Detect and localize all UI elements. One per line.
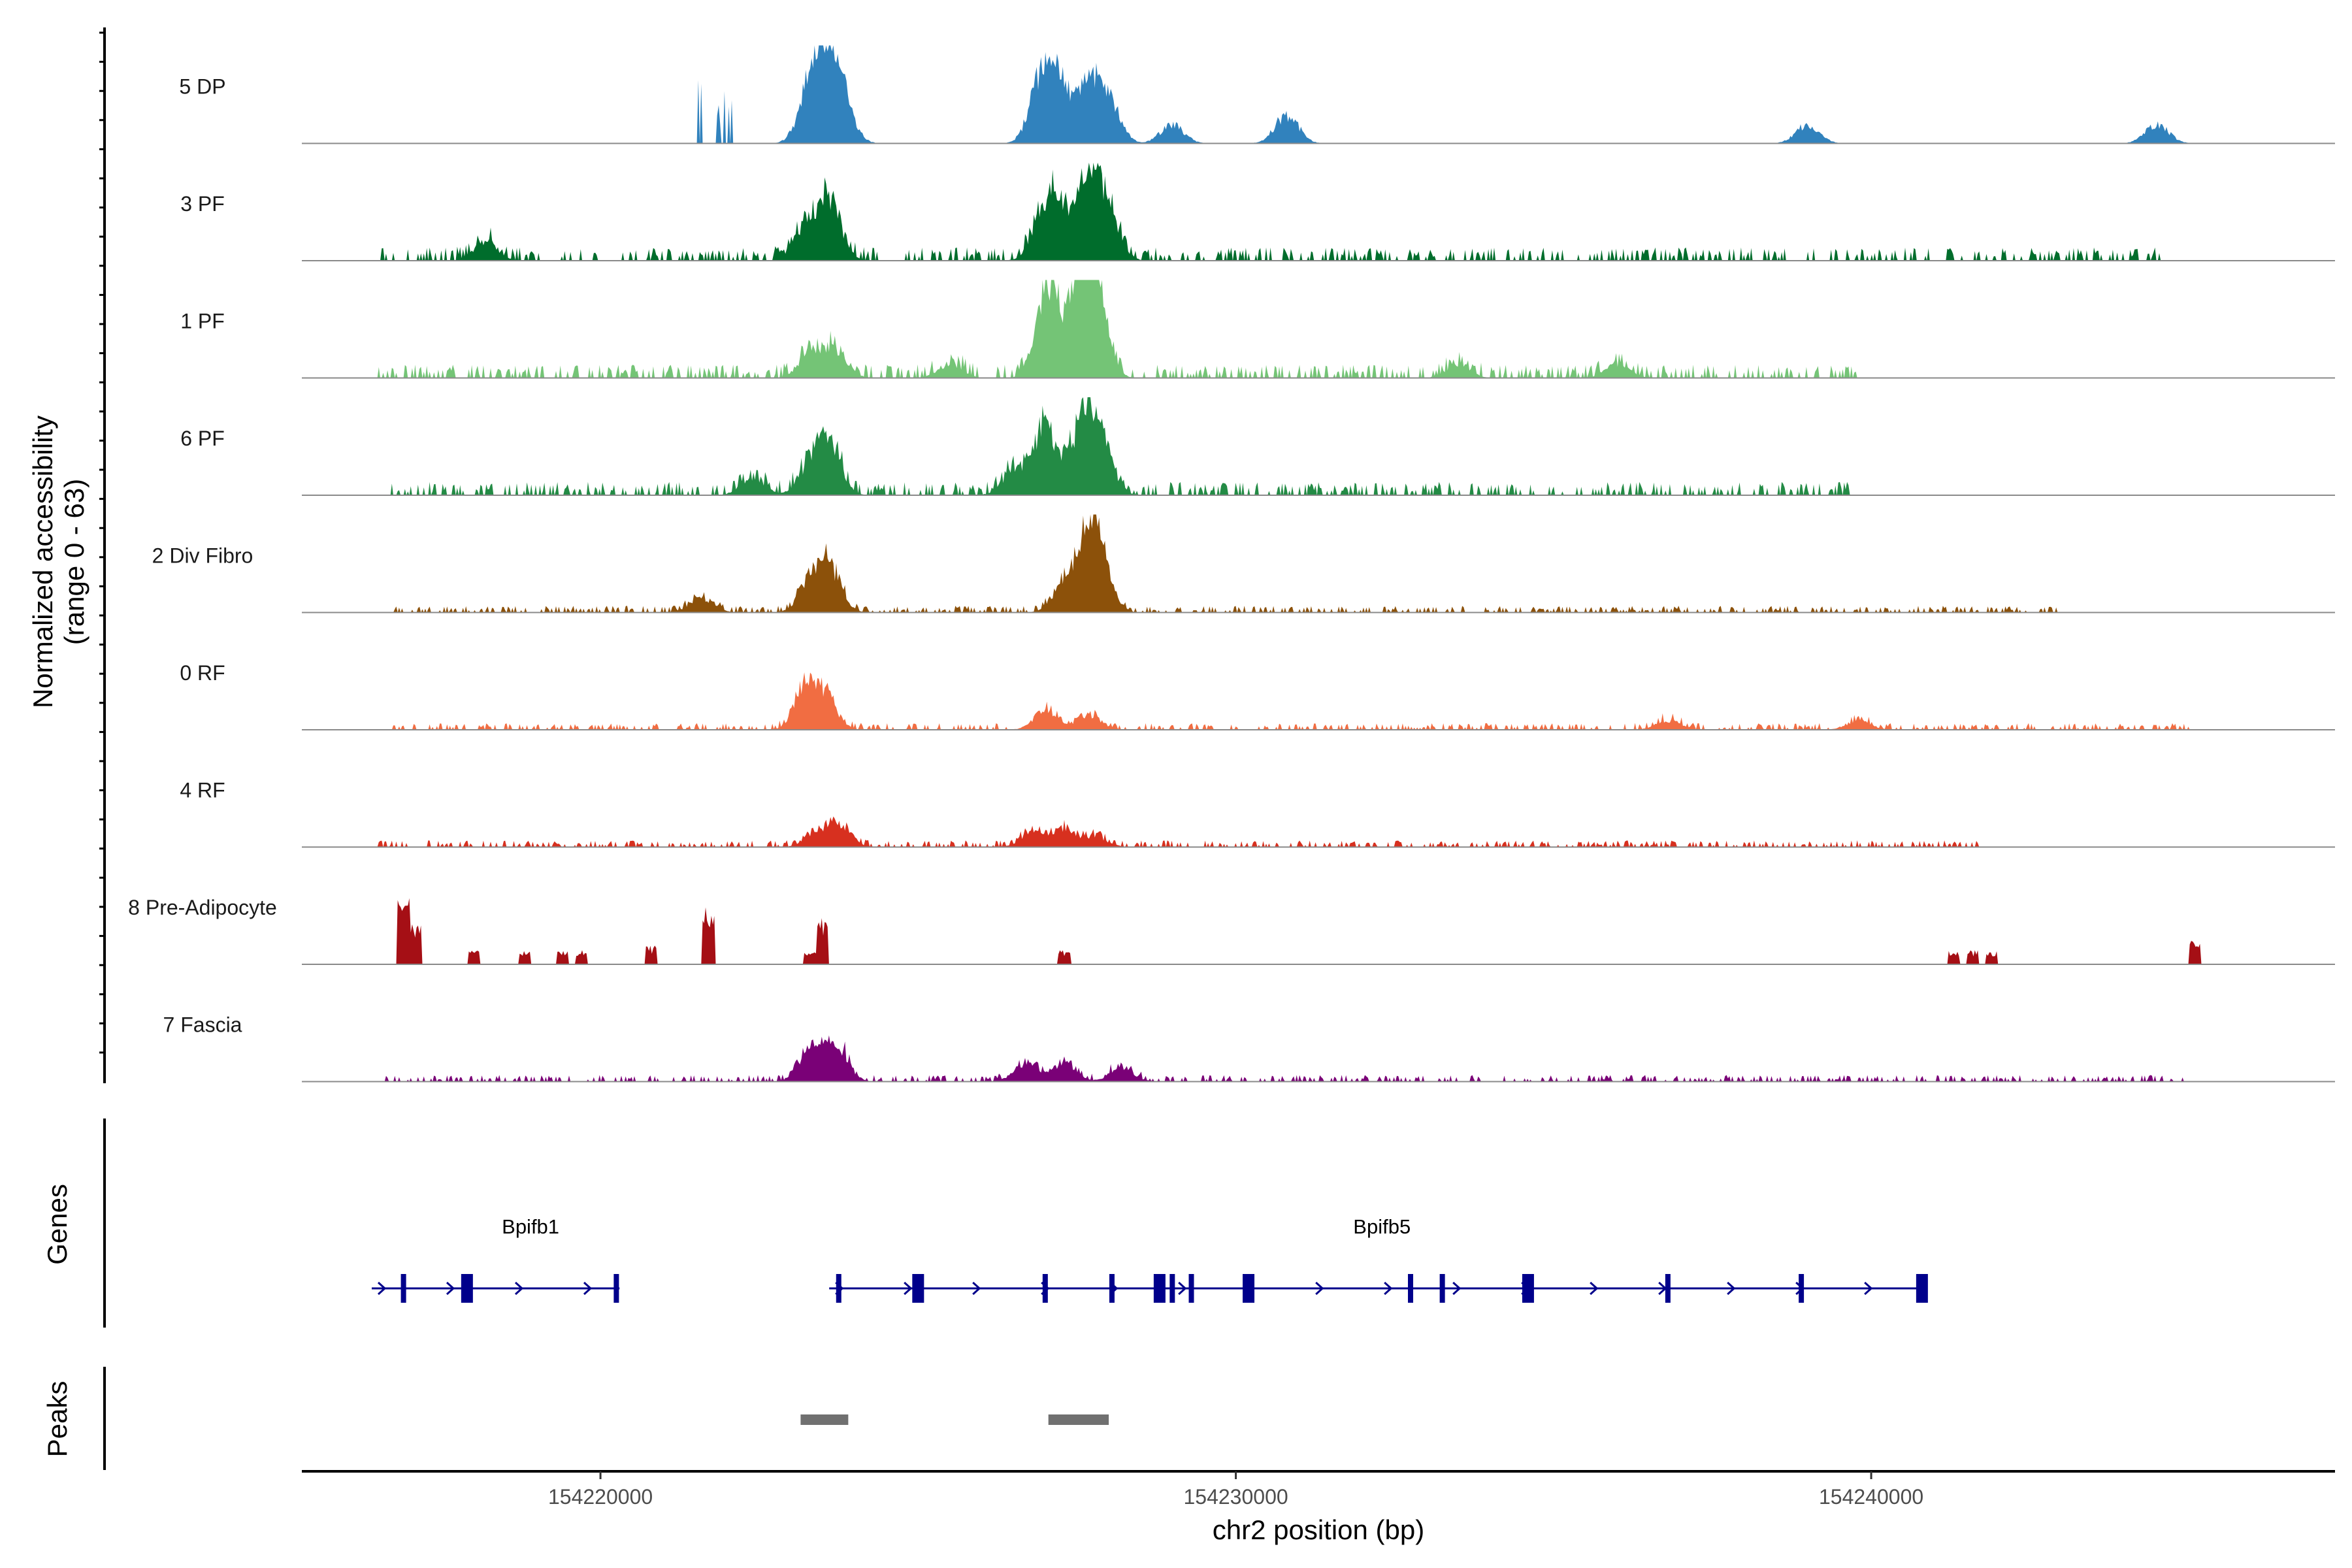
exon <box>1408 1274 1414 1303</box>
strand-arrow <box>1178 1281 1187 1296</box>
x-tick-label: 154230000 <box>1183 1485 1288 1509</box>
peak-regions <box>800 1414 1109 1425</box>
strand-arrow <box>1384 1281 1393 1296</box>
gene-models: Bpifb1 Bpifb5 <box>371 1215 1928 1303</box>
strand-arrow <box>446 1281 455 1296</box>
y-axis-title: Normalized accessibility <box>27 416 58 708</box>
strand-arrow <box>1452 1281 1462 1296</box>
x-axis: 154220000 154230000 154240000 chr2 positio… <box>302 1470 2335 1545</box>
track-3-pf: 3 PF <box>180 163 2335 261</box>
exon <box>461 1274 473 1303</box>
x-tick-label: 154240000 <box>1819 1485 1923 1509</box>
track-label: 1 PF <box>180 310 225 333</box>
track-4-rf: 4 RF <box>180 779 2335 848</box>
peak-region <box>800 1414 849 1425</box>
coverage-tracks: 5 DP 3 PF 1 PF 6 PF 2 Div Fibro 0 RF 4 RF 8 Pre… <box>128 45 2335 1083</box>
track-label: 0 RF <box>180 661 225 685</box>
exon <box>836 1274 841 1303</box>
y-axis-range: (range 0 - 63) <box>59 479 90 645</box>
strand-arrow <box>1864 1281 1873 1296</box>
gene-label: Bpifb5 <box>1353 1215 1411 1238</box>
track-6-pf: 6 PF <box>180 397 2335 496</box>
peak-region <box>1048 1414 1109 1425</box>
peaks-panel: Peaks <box>42 1367 1109 1470</box>
exon <box>1243 1274 1255 1303</box>
coverage-area <box>302 45 2335 144</box>
genes-panel: Genes Bpifb1 Bpifb5 <box>42 1119 1928 1328</box>
x-axis-title: chr2 position (bp) <box>1213 1514 1425 1545</box>
exon <box>1169 1274 1175 1303</box>
coverage-y-axis <box>99 27 106 1083</box>
exon <box>1799 1274 1805 1303</box>
coverage-y-ticks <box>99 31 105 1054</box>
track-label: 7 Fascia <box>163 1013 242 1037</box>
track-label: 8 Pre-Adipocyte <box>128 896 277 919</box>
track-8-pre-adipocyte: 8 Pre-Adipocyte <box>128 896 2335 965</box>
track-0-rf: 0 RF <box>180 661 2335 730</box>
exon <box>1439 1274 1445 1303</box>
exon <box>1665 1274 1671 1303</box>
coverage-area <box>302 280 2335 378</box>
track-label: 3 PF <box>180 192 225 216</box>
track-2-div-fibro: 2 Div Fibro <box>152 514 2335 613</box>
strand-arrow <box>1315 1281 1324 1296</box>
track-label: 2 Div Fibro <box>152 544 253 568</box>
track-label: 5 DP <box>179 75 225 99</box>
strand-arrow <box>377 1281 387 1296</box>
exon <box>1109 1274 1115 1303</box>
coverage-area <box>302 1035 2335 1082</box>
exon <box>613 1274 619 1303</box>
gene-bpifb1: Bpifb1 <box>371 1215 620 1303</box>
coverage-area <box>302 672 2335 730</box>
strand-arrow <box>1590 1281 1599 1296</box>
strand-arrow <box>514 1281 524 1296</box>
track-1-pf: 1 PF <box>180 280 2335 379</box>
coverage-area <box>302 898 2335 964</box>
track-label: 6 PF <box>180 427 225 450</box>
track-label: 4 RF <box>180 779 225 802</box>
track-7-fascia: 7 Fascia <box>163 1013 2335 1083</box>
genes-panel-label: Genes <box>42 1184 73 1265</box>
exon <box>1153 1274 1166 1303</box>
peaks-panel-label: Peaks <box>42 1381 73 1458</box>
exon <box>1916 1274 1928 1303</box>
coverage-area <box>302 163 2335 261</box>
exon <box>1042 1274 1048 1303</box>
exon <box>400 1274 406 1303</box>
strand-arrow <box>583 1281 593 1296</box>
coverage-area <box>302 514 2335 613</box>
track-5-dp: 5 DP <box>179 45 2335 144</box>
gene-label: Bpifb1 <box>502 1215 559 1238</box>
gene-bpifb5: Bpifb5 <box>829 1215 1928 1303</box>
strand-arrow <box>1727 1281 1736 1296</box>
coverage-area <box>302 816 2335 847</box>
exon <box>1522 1274 1534 1303</box>
exon <box>912 1274 924 1303</box>
x-tick-label: 154220000 <box>548 1485 653 1509</box>
coverage-area <box>302 397 2335 495</box>
exon <box>1188 1274 1194 1303</box>
strand-arrow <box>904 1281 913 1296</box>
x-axis-ticks: 154220000 154230000 154240000 <box>548 1471 1923 1509</box>
strand-arrow <box>972 1281 981 1296</box>
